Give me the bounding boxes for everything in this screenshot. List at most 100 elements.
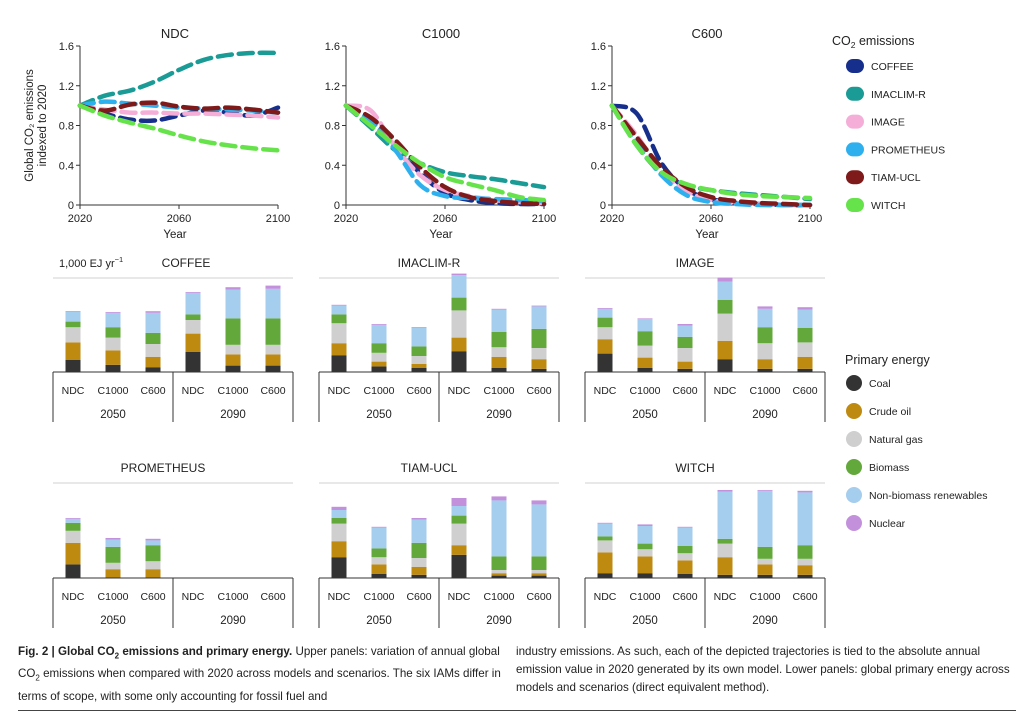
- series-line-tiam-ucl: [77, 100, 281, 115]
- bar-segment-nuclear: [797, 307, 813, 310]
- bar-segment-natural-gas: [225, 344, 241, 355]
- bar-segment-coal: [185, 352, 201, 372]
- bar-scenario-label: C600: [406, 385, 431, 397]
- bar-segment-crude-oil: [451, 545, 467, 555]
- emission-line-panels: NDC 0 0.4 0.8 1.2 1.6 2020 2060 2100 Year Global C…: [24, 26, 822, 241]
- bar-segment-natural-gas: [637, 549, 653, 557]
- bar-segment-non-biomass-renewables: [677, 325, 693, 337]
- energy-legend-label: Natural gas: [869, 434, 923, 446]
- bar-segment-non-biomass-renewables: [491, 500, 507, 557]
- bar-segment-crude-oil: [331, 541, 347, 558]
- bar-scenario-label: C1000: [484, 591, 515, 603]
- bar-segment-natural-gas: [451, 523, 467, 546]
- bar-segment-nuclear: [105, 538, 121, 540]
- bar-segment-non-biomass-renewables: [185, 292, 201, 315]
- y-tick-label: 1.6: [325, 41, 340, 53]
- bar-segment-biomass: [757, 546, 773, 559]
- bar-scenario-label: NDC: [182, 591, 205, 603]
- bar-segment-natural-gas: [411, 558, 427, 567]
- bar-scenario-label: NDC: [62, 385, 85, 397]
- bar-panel-title: IMAGE: [676, 256, 715, 270]
- bar-segment-nuclear: [451, 273, 467, 276]
- bar-segment-coal: [105, 364, 121, 372]
- bar-segment-coal: [65, 360, 81, 372]
- bar-period-label: 2090: [486, 409, 512, 421]
- bar-panel-tiam-ucl: TIAM-UCL NDC C1000 C600 NDC C1000 C600 2050 2090: [318, 461, 560, 628]
- bar-segment-crude-oil: [797, 356, 813, 369]
- bar-segment-non-biomass-renewables: [331, 305, 347, 315]
- bar-panel-imaclim-r: IMACLIM-R NDC C1000 C600 NDC C1000 C600 2050 209…: [318, 256, 560, 422]
- legend-swatch-icon: [846, 375, 862, 391]
- bar-segment-crude-oil: [65, 342, 81, 360]
- bar-segment-crude-oil: [677, 361, 693, 369]
- unit-label: 1,000 EJ yr−1: [59, 255, 123, 270]
- bar-scenario-label: C1000: [630, 385, 661, 397]
- bar-segment-natural-gas: [797, 342, 813, 357]
- bar-segment-crude-oil: [717, 340, 733, 360]
- bar-segment-coal: [411, 574, 427, 578]
- bar-segment-non-biomass-renewables: [597, 523, 613, 537]
- bar-segment-natural-gas: [411, 356, 427, 364]
- bar-segment-crude-oil: [371, 361, 387, 367]
- bar-segment-nuclear: [371, 324, 387, 325]
- bar-segment-biomass: [531, 556, 547, 570]
- bar-segment-coal: [331, 355, 347, 372]
- bar-segment-coal: [491, 575, 507, 578]
- emissions-legend-title: CO2 emissions: [832, 34, 915, 50]
- bar-segment-coal: [411, 368, 427, 372]
- bar-segment-biomass: [797, 545, 813, 559]
- bar-segment-nuclear: [145, 311, 161, 313]
- bar-segment-non-biomass-renewables: [331, 510, 347, 518]
- panel-title: C600: [691, 26, 722, 41]
- bar-segment-nuclear: [185, 292, 201, 293]
- bar-segment-nuclear: [65, 518, 81, 519]
- bar-segment-non-biomass-renewables: [637, 526, 653, 544]
- x-tick-label: 2020: [68, 213, 92, 225]
- bar-segment-coal: [65, 564, 81, 578]
- bar-segment-coal: [371, 366, 387, 372]
- bar-segment-coal: [757, 574, 773, 578]
- bar-segment-nuclear: [411, 327, 427, 328]
- bar-segment-non-biomass-renewables: [371, 527, 387, 549]
- bar-scenario-label: C600: [526, 385, 551, 397]
- bar-segment-non-biomass-renewables: [451, 506, 467, 516]
- bar-segment-coal: [265, 365, 281, 372]
- bar-segment-coal: [797, 574, 813, 578]
- x-tick-label: 2060: [167, 213, 191, 225]
- bar-period-label: 2050: [632, 615, 658, 627]
- bar-segment-crude-oil: [637, 556, 653, 574]
- bar-scenario-label: C600: [140, 591, 165, 603]
- bar-segment-nuclear: [451, 498, 467, 506]
- bar-segment-nuclear: [637, 524, 653, 526]
- bar-segment-non-biomass-renewables: [105, 539, 121, 547]
- y-tick-label: 0.4: [325, 160, 340, 172]
- bar-segment-biomass: [145, 545, 161, 562]
- bar-segment-biomass: [265, 318, 281, 345]
- bar-scenario-label: C1000: [98, 591, 129, 603]
- bar-segment-biomass: [65, 321, 81, 328]
- bar-scenario-label: C600: [260, 385, 285, 397]
- bar-segment-natural-gas: [757, 343, 773, 360]
- bar-scenario-label: C1000: [218, 591, 249, 603]
- bar-segment-nuclear: [65, 311, 81, 312]
- bar-segment-non-biomass-renewables: [145, 540, 161, 546]
- bar-segment-biomass: [491, 332, 507, 348]
- legend-swatch-icon: [846, 487, 862, 503]
- bar-segment-crude-oil: [65, 542, 81, 565]
- legend-swatch-icon: [846, 459, 862, 475]
- bar-period-label: 2090: [752, 409, 778, 421]
- bar-segment-non-biomass-renewables: [757, 308, 773, 328]
- bar-segment-crude-oil: [491, 356, 507, 368]
- bar-segment-coal: [717, 574, 733, 578]
- bar-segment-biomass: [145, 332, 161, 344]
- bar-segment-non-biomass-renewables: [145, 312, 161, 333]
- bar-segment-nuclear: [491, 308, 507, 310]
- bar-period-label: 2050: [366, 615, 392, 627]
- bar-segment-natural-gas: [451, 310, 467, 338]
- bar-segment-biomass: [451, 515, 467, 524]
- bar-period-label: 2090: [752, 615, 778, 627]
- bar-segment-natural-gas: [145, 344, 161, 357]
- y-axis-label: indexed to 2020: [37, 85, 49, 167]
- bar-segment-biomass: [411, 542, 427, 558]
- bar-segment-crude-oil: [331, 343, 347, 356]
